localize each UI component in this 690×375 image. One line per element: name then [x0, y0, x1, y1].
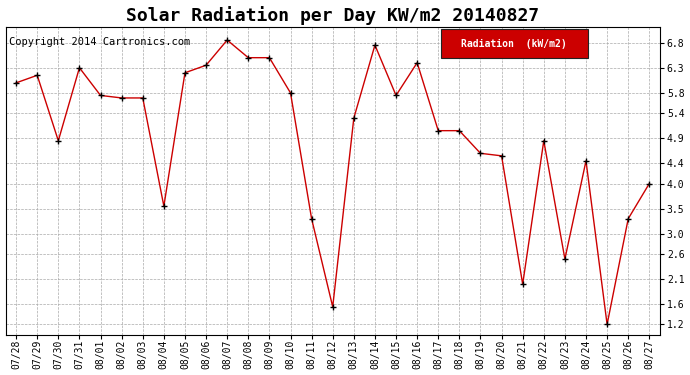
FancyBboxPatch shape — [441, 29, 588, 58]
Text: Copyright 2014 Cartronics.com: Copyright 2014 Cartronics.com — [9, 37, 190, 47]
Text: Radiation  (kW/m2): Radiation (kW/m2) — [462, 39, 567, 49]
Title: Solar Radiation per Day KW/m2 20140827: Solar Radiation per Day KW/m2 20140827 — [126, 6, 540, 24]
